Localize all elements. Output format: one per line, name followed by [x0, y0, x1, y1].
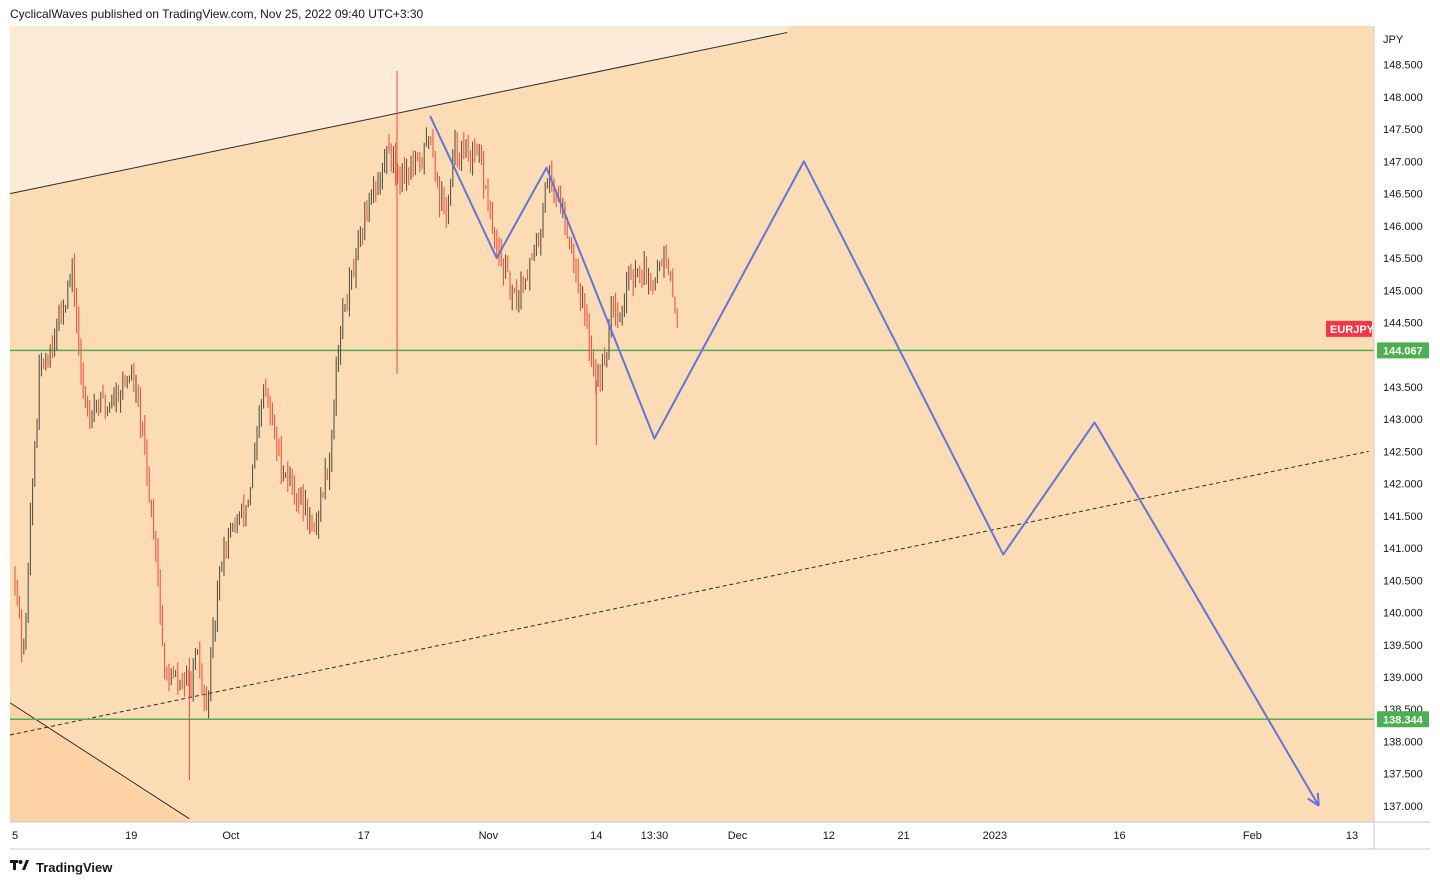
y-tick-22: 137.000 — [1383, 801, 1423, 813]
channel-lower-line — [9, 450, 1369, 736]
y-tick-3: 147.000 — [1383, 156, 1423, 168]
y-tick-6: 145.500 — [1383, 253, 1423, 265]
y-tick-1: 148.000 — [1383, 92, 1423, 104]
y-tick-14: 141.000 — [1383, 543, 1423, 555]
projection-path — [429, 115, 1320, 807]
price-axis: JPY 148.500 148.000 147.500 147.000 146.500 14… — [1326, 26, 1430, 849]
y-tick-11: 142.500 — [1383, 446, 1423, 458]
level-badge-1 — [1377, 711, 1429, 728]
level-badge-label-1: 138.344 — [1383, 714, 1424, 726]
x-tick-1: 19 — [125, 830, 137, 842]
time-axis: 5 19 Oct 17 Nov 14 13:30 Dec 12 21 2023 16 Feb 13 — [10, 821, 1430, 850]
x-tick-8: 12 — [823, 830, 835, 842]
y-tick-16: 140.000 — [1383, 608, 1423, 620]
x-tick-12: Feb — [1243, 830, 1262, 842]
plot-area — [9, 26, 1374, 822]
y-tick-2: 147.500 — [1383, 124, 1423, 136]
x-tick-2: Oct — [222, 830, 239, 842]
y-tick-13: 141.500 — [1383, 511, 1423, 523]
diagonal-left-line — [9, 702, 190, 820]
level-badge-label-0: 144.067 — [1383, 345, 1423, 357]
level-badge-0 — [1377, 342, 1429, 359]
symbol-badge-label: EURJPY — [1330, 324, 1375, 336]
y-tick-12: 142.000 — [1383, 479, 1423, 491]
channel-upper-region — [10, 26, 788, 194]
candles — [14, 71, 678, 781]
y-tick-4: 146.500 — [1383, 189, 1423, 201]
y-tick-21: 137.500 — [1383, 769, 1423, 781]
x-tick-4: Nov — [479, 830, 499, 842]
y-tick-10: 143.000 — [1383, 414, 1423, 426]
publisher-line: CyclicalWaves published on TradingView.c… — [10, 7, 424, 21]
y-tick-20: 138.000 — [1383, 736, 1423, 748]
tradingview-brand[interactable]: TradingView — [36, 859, 113, 875]
y-tick-5: 146.000 — [1383, 221, 1423, 233]
y-tick-18: 139.000 — [1383, 672, 1423, 684]
x-tick-0: 5 — [12, 830, 18, 842]
y-tick-9: 143.500 — [1383, 382, 1423, 394]
x-tick-7: Dec — [728, 830, 748, 842]
x-tick-11: 16 — [1113, 830, 1125, 842]
plot-background — [10, 26, 1374, 822]
x-tick-6: 13:30 — [641, 830, 669, 842]
symbol-badge — [1326, 320, 1372, 337]
y-tick-0: 148.500 — [1383, 60, 1423, 72]
projection-arrow-head-1 — [1316, 792, 1320, 806]
x-tick-10: 2023 — [983, 830, 1007, 842]
y-tick-17: 139.500 — [1383, 640, 1423, 652]
price-axis-background — [1374, 26, 1430, 822]
tradingview-logo-icon[interactable] — [10, 858, 30, 876]
x-tick-3: 17 — [358, 830, 370, 842]
x-tick-5: 14 — [590, 830, 602, 842]
x-tick-9: 21 — [897, 830, 909, 842]
footer: TradingView — [10, 858, 112, 876]
currency-label: JPY — [1383, 34, 1404, 46]
y-tick-15: 140.500 — [1383, 575, 1423, 587]
y-tick-7: 145.000 — [1383, 285, 1423, 297]
lower-left-region — [10, 702, 190, 822]
channel-upper-line — [9, 31, 788, 195]
y-tick-8: 144.500 — [1383, 317, 1423, 329]
x-tick-13: 13 — [1346, 830, 1358, 842]
projection-arrow-head-0 — [1307, 797, 1320, 807]
